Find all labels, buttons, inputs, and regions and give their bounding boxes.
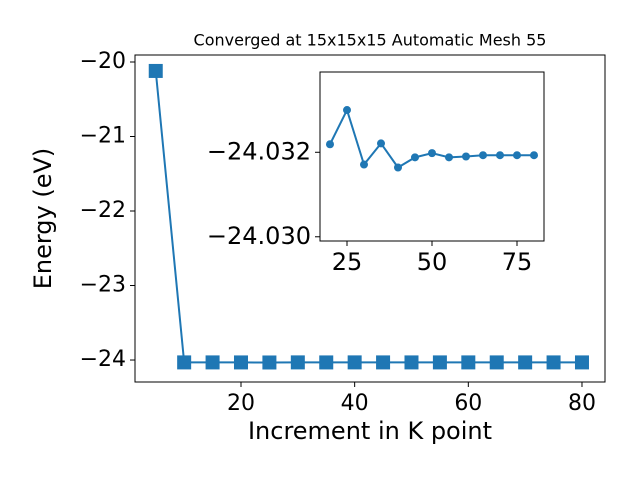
- point-marker: [376, 139, 385, 148]
- point-marker: [347, 355, 362, 370]
- point-marker: [233, 355, 248, 370]
- point-marker: [376, 355, 391, 370]
- point-marker: [404, 355, 419, 370]
- point-marker: [574, 355, 589, 370]
- point-marker: [428, 149, 436, 158]
- point-marker: [513, 151, 522, 160]
- x-axis-label: Increment in K point: [248, 417, 492, 445]
- y-tick-label: −22: [80, 198, 126, 223]
- point-marker: [205, 355, 220, 370]
- y-tick-label: −24.030: [207, 222, 311, 250]
- point-marker: [393, 163, 402, 172]
- point-marker: [489, 355, 504, 370]
- y-tick-label: −23: [80, 273, 126, 298]
- point-marker: [546, 355, 561, 370]
- series-line: [154, 70, 582, 364]
- y-tick-label: −21: [80, 124, 126, 149]
- point-marker: [177, 355, 192, 370]
- x-tick-label: 60: [454, 391, 482, 416]
- point-marker: [461, 355, 476, 370]
- point-marker: [359, 160, 368, 169]
- x-tick-label: 50: [417, 248, 448, 276]
- point-marker: [325, 140, 334, 149]
- point-marker: [445, 153, 454, 162]
- point-marker: [432, 355, 447, 370]
- y-tick-label: −24.032: [207, 137, 311, 165]
- x-tick-label: 75: [502, 248, 533, 276]
- point-marker: [462, 152, 471, 161]
- y-tick-label: −24: [80, 347, 126, 372]
- point-marker: [262, 355, 277, 370]
- x-tick-label: 20: [227, 391, 255, 416]
- y-axis-label: Energy (eV): [29, 148, 57, 290]
- x-tick-label: 40: [341, 391, 369, 416]
- point-marker: [496, 151, 505, 160]
- point-marker: [518, 355, 533, 370]
- point-marker: [342, 106, 351, 115]
- point-marker: [530, 151, 539, 160]
- x-tick-label: 25: [332, 248, 363, 276]
- point-marker: [148, 63, 163, 78]
- x-tick-label: 80: [568, 391, 596, 416]
- point-marker: [410, 153, 419, 162]
- point-marker: [479, 151, 488, 160]
- chart-title: Converged at 15x15x15 Automatic Mesh 55: [194, 31, 547, 50]
- point-marker: [290, 355, 305, 370]
- point-marker: [319, 355, 334, 370]
- y-tick-label: −20: [80, 49, 126, 74]
